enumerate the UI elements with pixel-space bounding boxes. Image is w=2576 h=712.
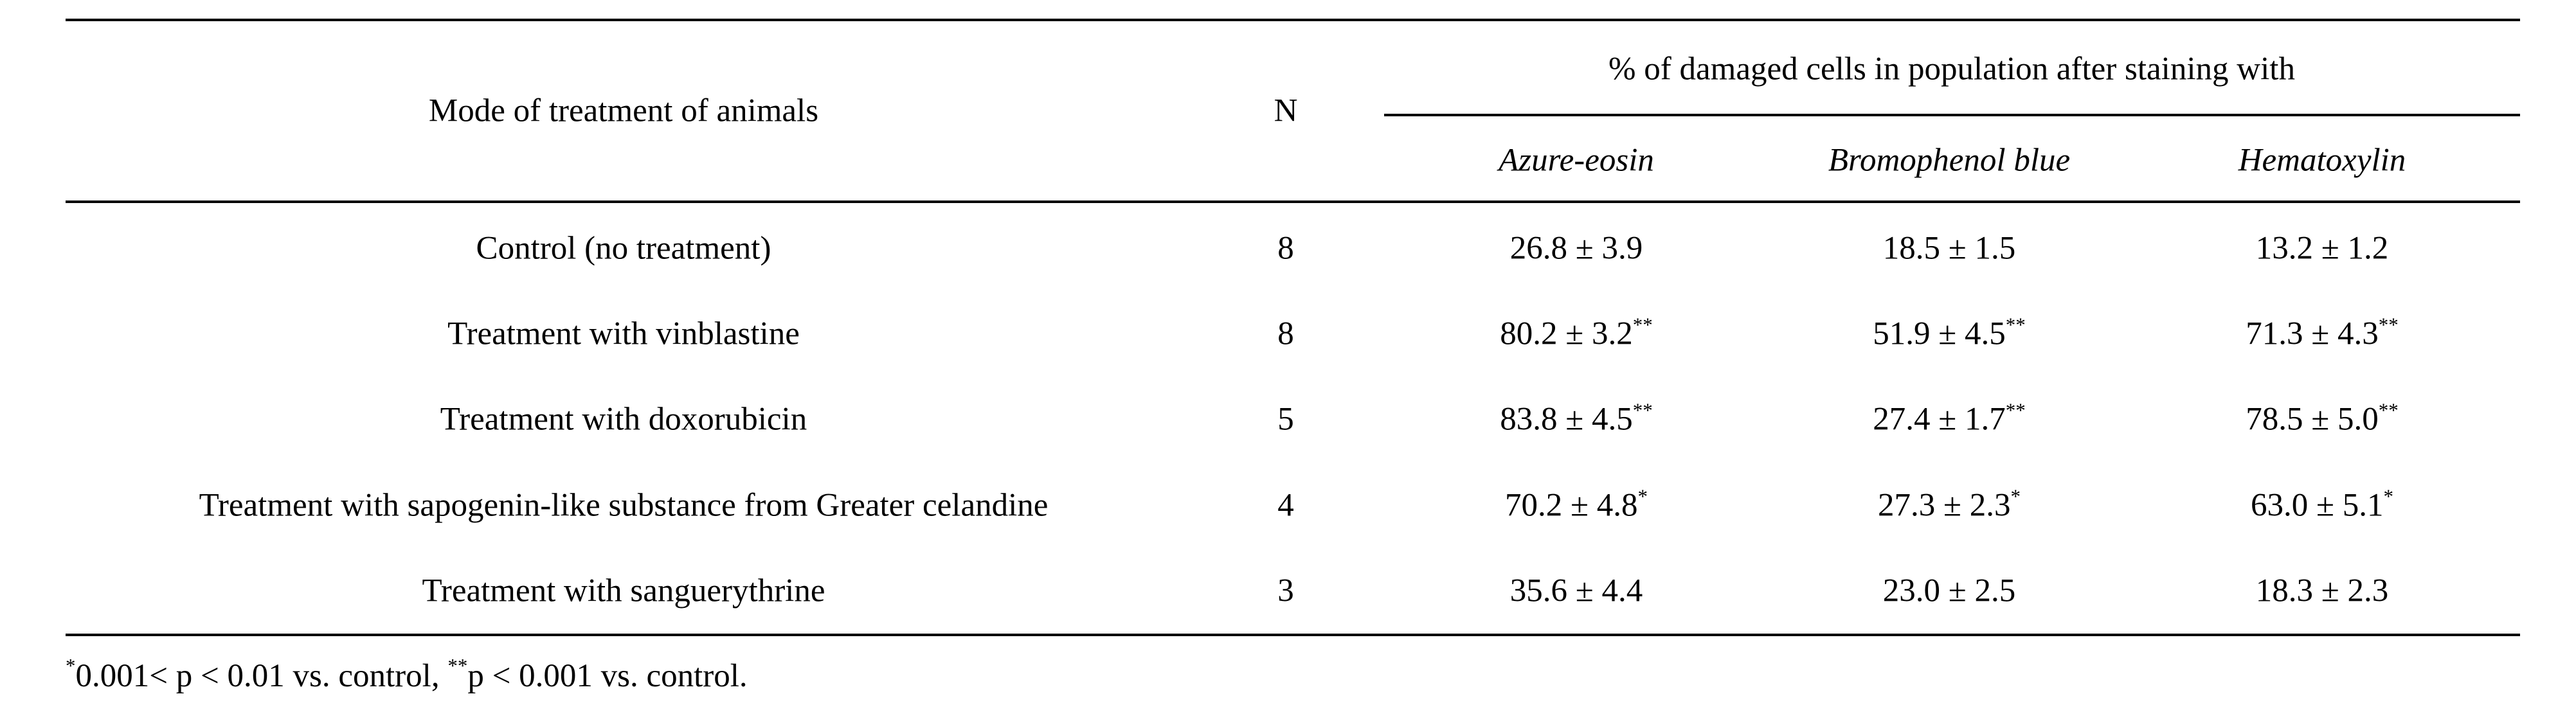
row-n: 3 — [1277, 573, 1294, 609]
footnote-text-1: 0.001< p < 0.01 vs. control, — [75, 658, 448, 694]
value-text: 78.5 ± 5.0 — [2246, 401, 2379, 438]
value-text: 27.3 ± 2.3 — [1878, 487, 2011, 524]
row-value: 18.5 ± 1.5 — [1882, 230, 2016, 267]
value-text: 18.3 ± 2.3 — [2255, 573, 2389, 609]
row-n: 5 — [1277, 401, 1294, 438]
row-value: 18.3 ± 2.3 — [2255, 573, 2389, 609]
value-text: 80.2 ± 3.2 — [1500, 316, 1633, 352]
row-n: 4 — [1277, 487, 1294, 524]
footnote-mark-1: * — [66, 654, 76, 677]
row-n: 8 — [1277, 230, 1294, 267]
value-text: 26.8 ± 3.9 — [1509, 230, 1643, 267]
row-value: 51.9 ± 4.5** — [1873, 315, 2026, 352]
row-mode: Treatment with sapogenin-like substance … — [199, 487, 1049, 524]
significance-mark: ** — [1632, 313, 1653, 336]
row-value: 70.2 ± 4.8* — [1505, 486, 1648, 524]
value-text: 70.2 ± 4.8 — [1505, 487, 1638, 524]
header-stain-hematoxylin: Hematoxylin — [2238, 142, 2406, 179]
row-value: 78.5 ± 5.0** — [2246, 400, 2399, 438]
row-value: 80.2 ± 3.2** — [1500, 315, 1653, 352]
value-text: 23.0 ± 2.5 — [1882, 573, 2016, 609]
row-value: 35.6 ± 4.4 — [1509, 573, 1643, 609]
footnote-mark-2: ** — [447, 654, 468, 677]
header-stain-bromophenol-blue: Bromophenol blue — [1828, 142, 2071, 179]
row-value: 27.4 ± 1.7** — [1873, 400, 2026, 438]
row-value: 83.8 ± 4.5** — [1500, 400, 1653, 438]
value-text: 13.2 ± 1.2 — [2255, 230, 2389, 267]
row-mode: Control (no treatment) — [476, 230, 771, 267]
group-rule — [1384, 114, 2520, 116]
row-value: 63.0 ± 5.1* — [2251, 486, 2393, 524]
row-mode: Treatment with doxorubicin — [440, 401, 807, 438]
value-text: 63.0 ± 5.1 — [2251, 487, 2384, 524]
header-rule — [66, 200, 2520, 203]
significance-mark: ** — [1632, 398, 1653, 422]
row-value: 23.0 ± 2.5 — [1882, 573, 2016, 609]
row-n: 8 — [1277, 316, 1294, 352]
value-text: 71.3 ± 4.3 — [2246, 316, 2379, 352]
header-stain-azure-eosin: Azure-eosin — [1499, 142, 1654, 179]
footnote: *0.001< p < 0.01 vs. control, **p < 0.00… — [66, 654, 748, 695]
significance-mark: * — [2383, 485, 2394, 508]
value-text: 27.4 ± 1.7 — [1873, 401, 2006, 438]
footnote-text-2: p < 0.001 vs. control. — [467, 658, 748, 694]
header-group: % of damaged cells in population after s… — [1608, 51, 2295, 87]
significance-mark: ** — [2378, 398, 2399, 422]
value-text: 35.6 ± 4.4 — [1509, 573, 1643, 609]
value-text: 83.8 ± 4.5 — [1500, 401, 1633, 438]
significance-mark: * — [1637, 485, 1648, 508]
row-value: 27.3 ± 2.3* — [1878, 486, 2021, 524]
row-value: 13.2 ± 1.2 — [2255, 230, 2389, 267]
value-text: 51.9 ± 4.5 — [1873, 316, 2006, 352]
header-n: N — [1274, 93, 1298, 129]
significance-mark: * — [2010, 485, 2021, 508]
row-value: 26.8 ± 3.9 — [1509, 230, 1643, 267]
significance-mark: ** — [2005, 398, 2026, 422]
significance-mark: ** — [2378, 313, 2399, 336]
significance-mark: ** — [2005, 313, 2026, 336]
top-rule — [66, 19, 2520, 21]
row-mode: Treatment with vinblastine — [447, 316, 800, 352]
bottom-rule — [66, 634, 2520, 636]
row-value: 71.3 ± 4.3** — [2246, 315, 2399, 352]
header-mode: Mode of treatment of animals — [428, 93, 819, 129]
row-mode: Treatment with sanguerythrine — [422, 573, 825, 609]
value-text: 18.5 ± 1.5 — [1882, 230, 2016, 267]
